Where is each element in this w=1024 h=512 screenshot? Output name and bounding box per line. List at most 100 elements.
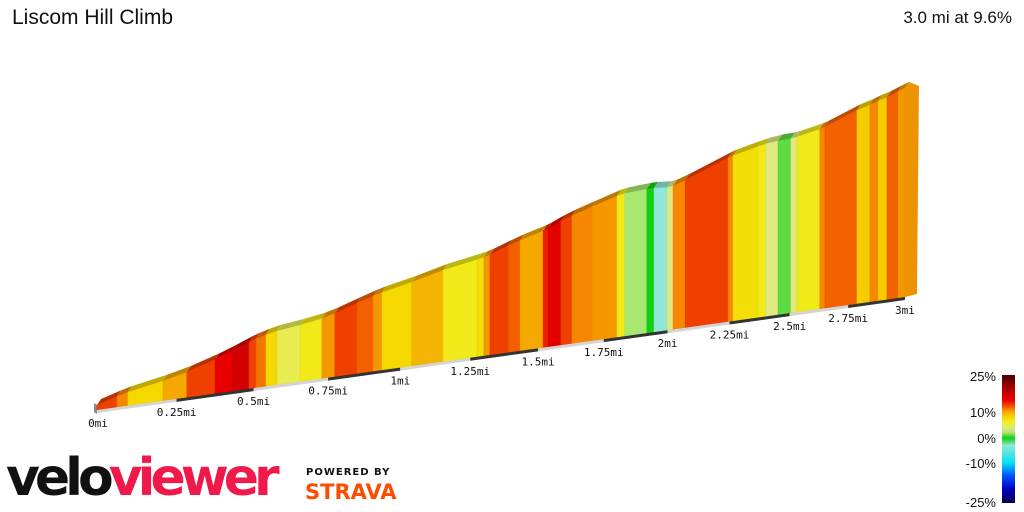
legend-label: 0% xyxy=(977,431,996,446)
profile-segment xyxy=(299,318,323,382)
tick-label: 2.5mi xyxy=(773,320,806,333)
profile-segment-top xyxy=(489,239,513,255)
profile-segment xyxy=(765,140,779,317)
tick-label: 1.75mi xyxy=(584,346,624,359)
profile-segment-top xyxy=(232,335,254,351)
profile-segment xyxy=(321,312,336,379)
profile-segment xyxy=(372,291,383,372)
profile-segment xyxy=(856,104,871,305)
profile-segment-top xyxy=(443,253,482,270)
profile-segment-top xyxy=(356,289,378,303)
profile-end-face xyxy=(904,82,919,298)
profile-segment-top xyxy=(116,386,132,397)
legend-label: -10% xyxy=(966,456,997,471)
profile-segment-top xyxy=(898,82,909,92)
profile-segment xyxy=(560,215,573,346)
tick-label: 1.5mi xyxy=(521,355,554,368)
profile-segment xyxy=(356,295,374,374)
profile-segment-top xyxy=(819,120,829,130)
profile-segment-top xyxy=(673,174,690,186)
profile-segment-top xyxy=(300,312,326,325)
profile-segment xyxy=(790,136,798,314)
axis-band xyxy=(848,297,905,308)
profile-segment-top xyxy=(163,365,191,381)
profile-segment-top xyxy=(790,130,802,139)
tick-label: 0mi xyxy=(88,417,108,430)
profile-segment xyxy=(442,259,478,362)
profile-segment-top xyxy=(520,224,548,241)
profile-segment-top xyxy=(728,149,737,158)
profile-segment-top xyxy=(646,181,658,189)
profile-segment xyxy=(519,230,544,352)
axis-band xyxy=(789,304,849,317)
profile-segment xyxy=(276,324,301,386)
profile-segment xyxy=(624,188,648,337)
profile-segment xyxy=(646,187,655,334)
tick-label: 0.75mi xyxy=(308,385,348,398)
profile-segment xyxy=(672,179,686,330)
profile-segment-top xyxy=(277,318,305,331)
climb-summary: 3.0 mi at 9.6% xyxy=(903,8,1012,27)
profile-segment xyxy=(265,330,278,387)
profile-segment xyxy=(483,254,491,357)
profile-segment-top xyxy=(571,200,597,216)
legend-label: 25% xyxy=(970,369,996,384)
profile-segment-top xyxy=(616,187,629,196)
profile-segment-top xyxy=(215,344,237,360)
profile-segment-top xyxy=(548,215,565,229)
tick-label: 2.75mi xyxy=(828,312,868,325)
axis-band xyxy=(400,357,471,371)
profile-segment-top xyxy=(878,91,891,101)
profile-segment xyxy=(255,334,267,389)
profile-segment xyxy=(507,239,521,353)
profile-segment-top xyxy=(732,140,762,156)
tick-label: 2.25mi xyxy=(710,329,750,342)
profile-segment xyxy=(411,269,444,367)
axis-band xyxy=(253,377,329,392)
profile-segment-top xyxy=(624,182,651,194)
profile-segment-top xyxy=(757,137,770,147)
strava-logo: STRAVA xyxy=(305,480,397,504)
profile-segment xyxy=(684,157,729,329)
axis-band xyxy=(667,321,730,334)
profile-segment-top xyxy=(186,353,220,372)
axis-band xyxy=(97,398,177,413)
grade-color-legend: 25% 10% 0% -10% -25% xyxy=(966,369,1015,510)
profile-segment-top xyxy=(886,85,903,98)
profile-segment xyxy=(727,155,734,323)
profile-segment xyxy=(796,128,821,313)
profile-segment xyxy=(819,126,826,310)
profile-segments xyxy=(94,82,919,414)
profile-segment xyxy=(732,146,759,322)
tick-label: 1mi xyxy=(390,375,410,388)
axis-band xyxy=(176,388,254,402)
profile-segment-top xyxy=(97,390,121,405)
profile-segment-top xyxy=(592,189,621,207)
distance-tick-labels: 0mi 0.25mi 0.5mi 0.75mi 1mi 1.25mi 1.5mi 1.75mi… xyxy=(88,304,915,430)
profile-segment-top xyxy=(856,98,874,111)
profile-segment xyxy=(886,90,899,300)
profile-segment-top xyxy=(334,296,361,314)
tick-label: 2mi xyxy=(658,337,678,350)
profile-segment xyxy=(757,143,767,318)
profile-segment-top xyxy=(508,234,525,246)
profile-segment-top xyxy=(653,181,672,188)
profile-segment-top xyxy=(477,251,488,260)
profile-segment xyxy=(777,138,792,316)
veloviewer-logo: veloviewer xyxy=(6,452,280,504)
profile-segment-top xyxy=(249,332,261,342)
profile-segment-top xyxy=(560,209,576,222)
profile-segment xyxy=(897,87,906,299)
profile-segment xyxy=(248,338,257,390)
profile-segment-top xyxy=(685,151,733,181)
profile-segment xyxy=(616,192,626,338)
profile-segment xyxy=(476,256,485,358)
profile-segment xyxy=(542,227,549,348)
profile-segment-top xyxy=(256,328,270,339)
logo-velo: velo xyxy=(6,448,114,508)
tick-label: 3mi xyxy=(895,304,915,317)
profile-segment-top xyxy=(543,222,553,231)
profile-end-face xyxy=(94,403,97,414)
profile-segment-top xyxy=(869,94,883,105)
